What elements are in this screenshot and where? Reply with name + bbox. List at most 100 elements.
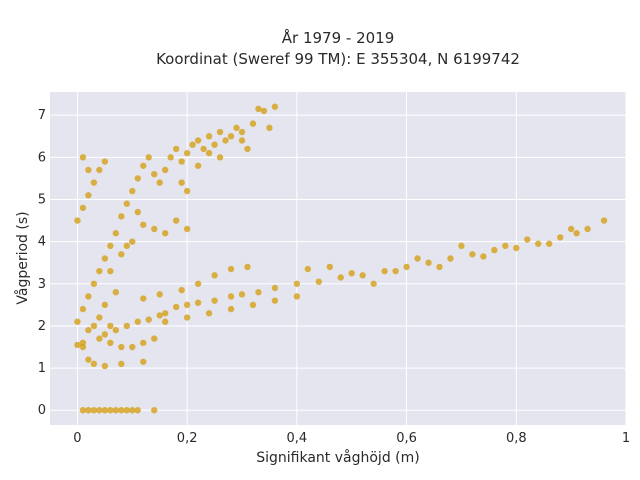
x-axis-label: Signifikant våghöjd (m): [256, 449, 419, 466]
data-point: [271, 297, 279, 304]
x-tick-label: 0: [73, 431, 81, 446]
data-point: [85, 326, 92, 334]
y-tick-label: 7: [38, 108, 46, 123]
data-point: [101, 255, 109, 262]
data-point: [447, 255, 454, 262]
data-point: [381, 267, 388, 275]
data-point: [123, 242, 130, 250]
data-point: [227, 265, 235, 273]
x-tick-label: 1: [622, 431, 630, 446]
data-point: [249, 120, 257, 127]
data-point: [535, 240, 542, 247]
data-point: [96, 267, 103, 275]
data-point: [145, 316, 152, 323]
data-point: [469, 251, 476, 258]
data-point: [255, 105, 262, 113]
y-axis-label: Vågperiod (s): [14, 211, 31, 304]
data-point: [326, 263, 333, 271]
data-point: [271, 284, 279, 292]
data-point: [194, 162, 202, 169]
data-point: [244, 263, 251, 271]
data-point: [513, 244, 520, 252]
data-point: [502, 242, 509, 250]
data-point: [211, 272, 218, 279]
data-point: [123, 322, 130, 330]
data-point: [101, 301, 109, 309]
y-tick-label: 5: [38, 192, 46, 207]
data-point: [227, 305, 235, 313]
data-point: [151, 170, 158, 178]
data-point: [90, 360, 98, 368]
x-tick-label: 0,8: [506, 431, 527, 446]
data-point: [85, 407, 92, 414]
x-tick-label: 0,4: [287, 431, 308, 446]
data-point: [425, 259, 432, 266]
data-point: [129, 343, 136, 351]
data-point: [74, 341, 81, 349]
data-point: [134, 407, 141, 414]
data-point: [140, 295, 147, 302]
data-point: [600, 217, 608, 224]
data-point: [211, 141, 218, 148]
data-point: [79, 305, 87, 313]
data-point: [123, 407, 130, 414]
data-point: [227, 293, 235, 300]
data-points: [74, 103, 608, 414]
data-point: [79, 204, 87, 212]
data-point: [123, 200, 130, 207]
y-tick-label: 0: [38, 403, 46, 418]
data-point: [178, 158, 185, 165]
data-point: [573, 230, 580, 237]
data-point: [140, 339, 147, 347]
data-point: [90, 280, 98, 287]
data-point: [156, 312, 163, 319]
data-point: [90, 179, 98, 186]
y-tick-label: 3: [38, 277, 46, 292]
data-point: [249, 301, 257, 309]
data-point: [101, 331, 109, 338]
chart-title-line-1: År 1979 - 2019: [281, 29, 395, 47]
data-point: [491, 246, 498, 254]
data-point: [74, 217, 81, 224]
data-point: [189, 141, 196, 148]
x-tick-label: 0,2: [177, 431, 198, 446]
data-point: [178, 179, 185, 186]
data-point: [96, 166, 103, 174]
data-point: [370, 280, 377, 287]
data-point: [238, 128, 246, 136]
data-point: [211, 297, 218, 304]
data-point: [238, 137, 246, 144]
y-tick-label: 4: [38, 235, 46, 250]
data-point: [348, 270, 355, 277]
data-point: [151, 407, 158, 414]
data-point: [315, 278, 322, 285]
data-point: [112, 326, 120, 334]
data-point: [183, 225, 191, 233]
data-point: [162, 310, 169, 317]
x-tick-label: 0,6: [396, 431, 417, 446]
data-point: [107, 339, 114, 347]
data-point: [238, 291, 246, 298]
y-axis-ticks: 0 1 2 3 4 5 6 7: [38, 108, 46, 418]
data-point: [79, 339, 87, 347]
data-point: [337, 274, 344, 281]
data-point: [107, 242, 114, 250]
data-point: [140, 221, 147, 228]
data-point: [293, 280, 301, 287]
data-point: [129, 407, 136, 414]
data-point: [112, 407, 120, 414]
data-point: [162, 318, 169, 325]
data-point: [79, 407, 87, 414]
data-point: [101, 362, 109, 370]
data-point: [233, 124, 240, 132]
data-point: [172, 303, 180, 311]
data-point: [359, 272, 366, 279]
y-tick-label: 2: [38, 319, 46, 334]
chart-title: År 1979 - 2019 Koordinat (Sweref 99 TM):…: [0, 28, 640, 70]
data-point: [172, 217, 180, 224]
data-point: [271, 103, 279, 110]
data-point: [112, 230, 120, 237]
data-point: [96, 407, 103, 414]
data-point: [134, 318, 141, 325]
data-point: [85, 192, 92, 199]
